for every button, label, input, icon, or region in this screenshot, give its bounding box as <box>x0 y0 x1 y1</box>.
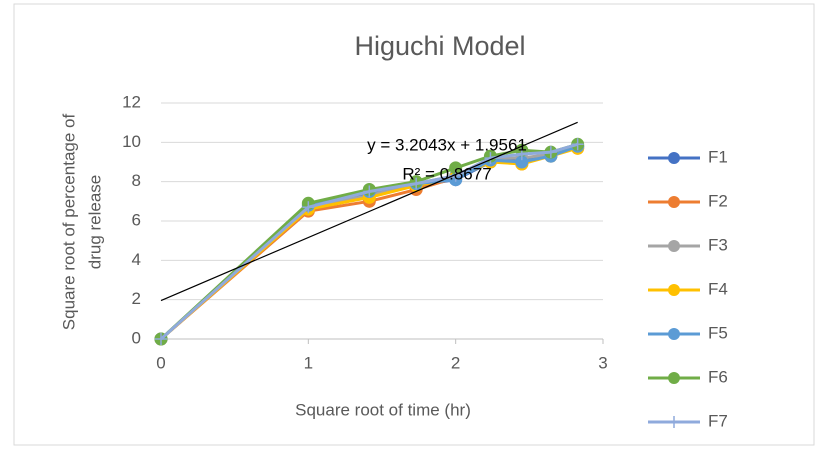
x-tick-label: 3 <box>598 353 607 372</box>
legend-label: F7 <box>708 411 728 430</box>
y-tick-label: 10 <box>122 132 141 151</box>
chart-border <box>13 3 815 446</box>
legend-marker <box>668 372 680 384</box>
trendline-equation: y = 3.2043x + 1.9561 <box>367 135 527 154</box>
y-axis-label: Square root of percentage of <box>59 114 78 331</box>
marker <box>515 148 528 161</box>
series-line <box>160 146 579 341</box>
trendline-r-squared: R² = 0.8677 <box>402 164 491 183</box>
marker <box>544 146 557 159</box>
legend-marker <box>668 416 680 428</box>
marker <box>363 185 376 198</box>
chart-title: Higuchi Model <box>354 31 525 61</box>
y-tick-label: 4 <box>132 250 141 269</box>
x-tick-label: 1 <box>304 353 313 372</box>
legend-marker <box>668 152 680 164</box>
legend-label: F2 <box>708 191 728 210</box>
legend-marker <box>668 284 680 296</box>
legend-marker <box>668 240 680 252</box>
legend-label: F4 <box>708 279 728 298</box>
series-line <box>160 144 579 341</box>
marker <box>155 333 167 345</box>
x-axis-label: Square root of time (hr) <box>295 400 471 419</box>
y-tick-label: 8 <box>132 171 141 190</box>
series-line <box>160 146 578 341</box>
y-tick-label: 2 <box>132 289 141 308</box>
marker <box>571 138 584 151</box>
y-tick-label: 0 <box>132 328 141 347</box>
y-tick-label: 12 <box>122 92 141 111</box>
legend-label: F6 <box>708 367 728 386</box>
legend-label: F1 <box>708 147 728 166</box>
legend-label: F5 <box>708 323 728 342</box>
marker <box>302 201 315 214</box>
legend-marker <box>668 328 680 340</box>
x-tick-label: 2 <box>451 353 460 372</box>
marker <box>410 177 423 190</box>
series-line <box>160 142 579 341</box>
y-axis-label: drug release <box>85 175 104 270</box>
series-line <box>160 144 579 341</box>
legend-label: F3 <box>708 235 728 254</box>
series-line <box>159 142 579 341</box>
x-tick-label: 0 <box>156 353 165 372</box>
y-tick-label: 6 <box>132 210 141 229</box>
trendline <box>160 121 578 302</box>
legend-marker <box>668 196 680 208</box>
series-line <box>159 144 579 341</box>
